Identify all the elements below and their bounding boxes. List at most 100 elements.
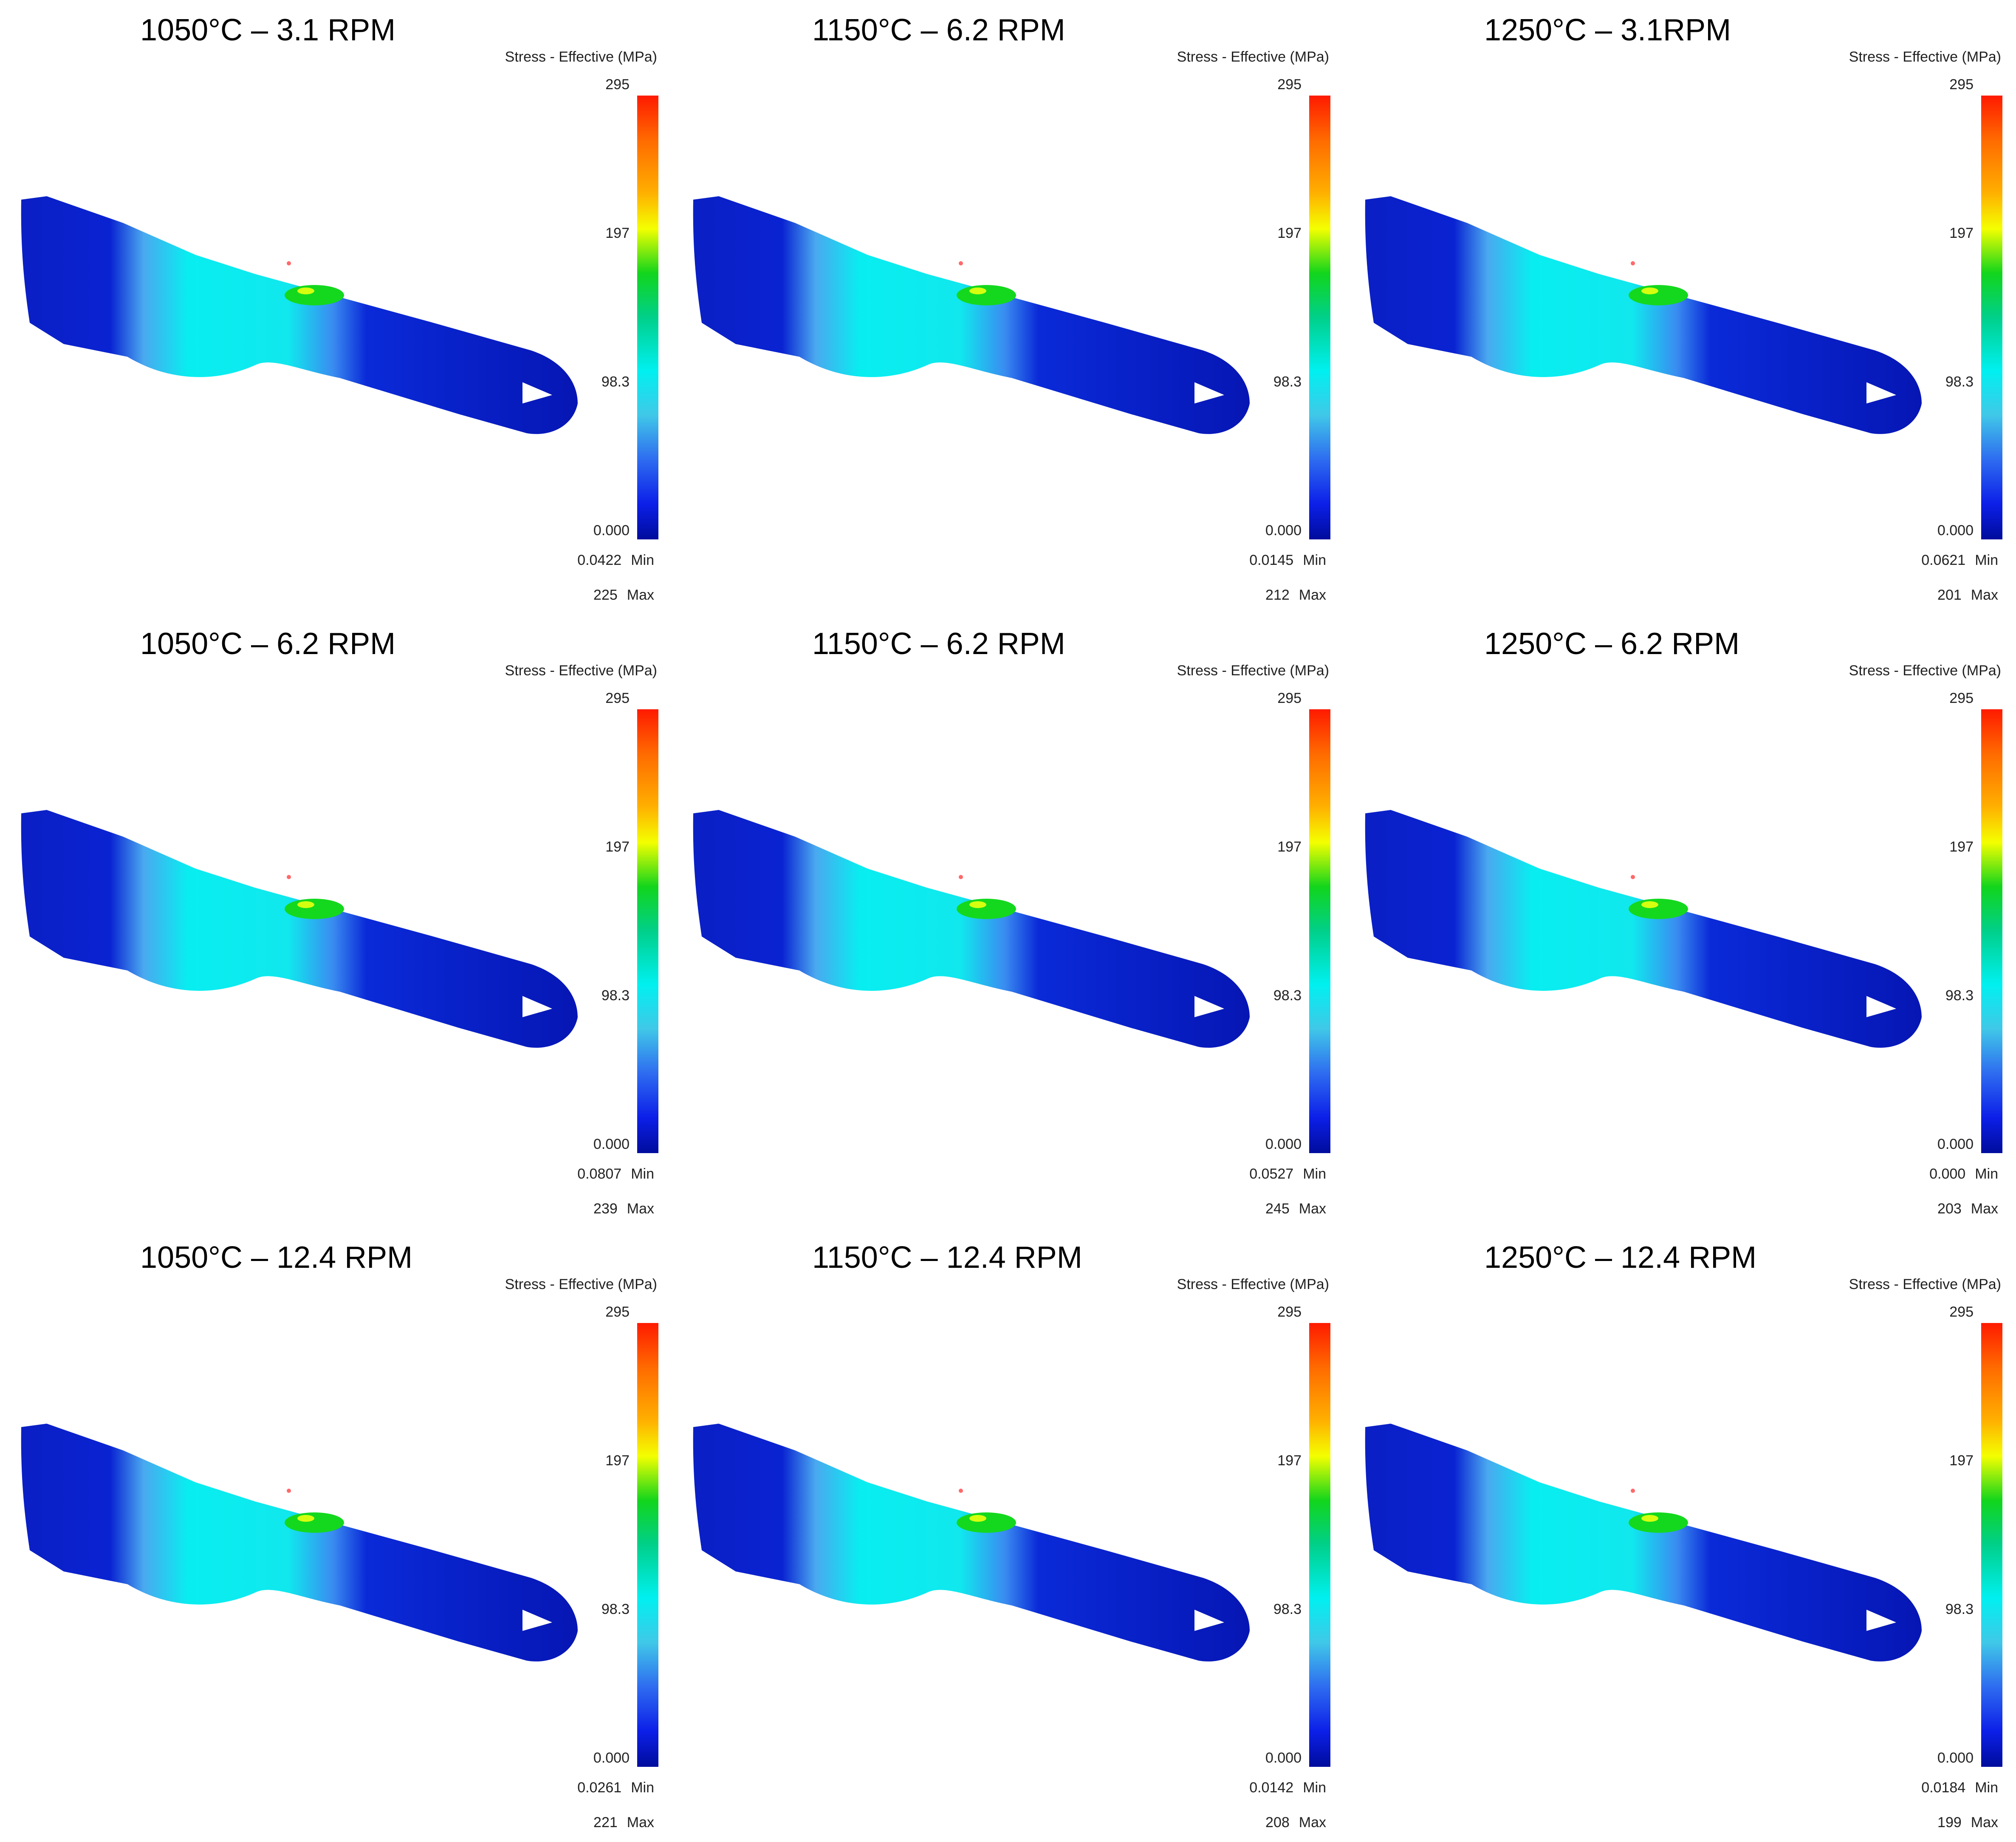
colorbar-tick-max: 295 xyxy=(605,76,630,93)
max-label: Max xyxy=(627,1201,654,1217)
model-marker xyxy=(959,875,963,879)
colorbar-tick-max: 295 xyxy=(605,1304,630,1320)
model-body xyxy=(693,810,1250,1048)
stress-contour-model xyxy=(1365,196,1922,434)
colorbar-tick-98: 98.3 xyxy=(601,374,630,390)
colorbar-tick-197: 197 xyxy=(1277,1453,1302,1469)
max-label: Max xyxy=(1299,587,1326,603)
max-readout: 239 Max xyxy=(593,1201,654,1217)
panel-title: 1050°C – 12.4 RPM xyxy=(140,1241,413,1275)
colorbar-tick-max: 295 xyxy=(1277,76,1302,93)
min-value: 0.0621 xyxy=(1921,552,1966,568)
min-label: Min xyxy=(1975,1166,1998,1182)
legend-title: Stress - Effective (MPa) xyxy=(1849,1276,2001,1292)
legend-title: Stress - Effective (MPa) xyxy=(1177,49,1329,65)
max-label: Max xyxy=(1971,1814,1998,1831)
model-notch xyxy=(1866,996,1896,1017)
min-readout: 0.0261 Min xyxy=(577,1780,654,1796)
model-hotspot-green xyxy=(1629,285,1688,305)
colorbar-tick-197: 197 xyxy=(1949,225,1974,241)
model-marker xyxy=(959,1489,963,1493)
model-hotspot-yellow xyxy=(969,901,986,908)
min-label: Min xyxy=(1303,1166,1326,1182)
colorbar-tick-min: 0.000 xyxy=(1937,522,1974,539)
max-readout: 221 Max xyxy=(593,1814,654,1831)
model-hotspot-yellow xyxy=(297,288,314,294)
model-body xyxy=(693,196,1250,434)
model-notch xyxy=(1194,1610,1224,1631)
min-label: Min xyxy=(1975,552,1998,568)
panel-title: 1050°C – 6.2 RPM xyxy=(140,627,396,661)
colorbar-tick-98: 98.3 xyxy=(1273,1601,1302,1617)
legend-title: Stress - Effective (MPa) xyxy=(505,49,657,65)
stress-contour-model xyxy=(1365,810,1922,1048)
max-value: 245 xyxy=(1265,1201,1290,1217)
min-label: Min xyxy=(1303,552,1326,568)
stress-colorbar xyxy=(1981,1323,2002,1767)
colorbar-tick-max: 295 xyxy=(1949,1304,1974,1320)
panel-title: 1050°C – 3.1 RPM xyxy=(140,13,396,47)
max-readout: 212 Max xyxy=(1265,587,1326,604)
colorbar-tick-197: 197 xyxy=(605,1453,630,1469)
model-body xyxy=(693,1424,1250,1661)
legend-title: Stress - Effective (MPa) xyxy=(1849,49,2001,65)
colorbar-tick-max: 295 xyxy=(1277,1304,1302,1320)
model-notch xyxy=(1866,1610,1896,1631)
max-readout: 245 Max xyxy=(1265,1201,1326,1217)
colorbar-tick-197: 197 xyxy=(1949,839,1974,855)
panel-title: 1250°C – 12.4 RPM xyxy=(1484,1241,1757,1275)
colorbar-tick-max: 295 xyxy=(1277,690,1302,706)
colorbar-tick-98: 98.3 xyxy=(601,1601,630,1617)
min-readout: 0.0807 Min xyxy=(577,1166,654,1182)
stress-contour-model xyxy=(21,1424,578,1661)
model-hotspot-yellow xyxy=(1641,901,1658,908)
min-value: 0.0807 xyxy=(577,1166,622,1182)
colorbar-tick-197: 197 xyxy=(1277,839,1302,855)
model-hotspot-yellow xyxy=(1641,288,1658,294)
legend-title: Stress - Effective (MPa) xyxy=(1177,1276,1329,1292)
max-value: 201 xyxy=(1937,587,1962,603)
stress-colorbar xyxy=(637,709,658,1153)
stress-panel-1: 1050°C – 3.1 RPM Stress - Effective (MPa… xyxy=(0,0,672,614)
min-readout: 0.0527 Min xyxy=(1249,1166,1326,1182)
min-readout: 0.000 Min xyxy=(1929,1166,1998,1182)
min-readout: 0.0142 Min xyxy=(1249,1780,1326,1796)
stress-panel-2: 1150°C – 6.2 RPM Stress - Effective (MPa… xyxy=(672,0,1344,614)
max-readout: 208 Max xyxy=(1265,1814,1326,1831)
legend-title: Stress - Effective (MPa) xyxy=(1177,663,1329,679)
model-marker xyxy=(1631,261,1635,265)
model-notch xyxy=(522,382,552,403)
legend-title: Stress - Effective (MPa) xyxy=(1849,663,2001,679)
min-label: Min xyxy=(631,552,654,568)
stress-panel-8: 1150°C – 12.4 RPM Stress - Effective (MP… xyxy=(672,1227,1344,1841)
colorbar-tick-max: 295 xyxy=(1949,76,1974,93)
stress-panel-9: 1250°C – 12.4 RPM Stress - Effective (MP… xyxy=(1344,1227,2016,1841)
model-hotspot-yellow xyxy=(297,1515,314,1522)
max-value: 208 xyxy=(1265,1814,1290,1831)
panel-title: 1250°C – 3.1RPM xyxy=(1484,13,1731,47)
model-body xyxy=(1365,1424,1922,1661)
colorbar-tick-197: 197 xyxy=(605,225,630,241)
max-value: 212 xyxy=(1265,587,1290,603)
colorbar-tick-min: 0.000 xyxy=(1265,522,1302,539)
model-body xyxy=(21,1424,578,1661)
stress-contour-model xyxy=(21,810,578,1048)
model-hotspot-green xyxy=(285,899,344,919)
model-marker xyxy=(1631,875,1635,879)
colorbar-tick-98: 98.3 xyxy=(1945,1601,1974,1617)
stress-contour-model xyxy=(693,810,1250,1048)
colorbar-tick-min: 0.000 xyxy=(593,522,630,539)
model-notch xyxy=(522,996,552,1017)
min-readout: 0.0422 Min xyxy=(577,552,654,569)
legend-title: Stress - Effective (MPa) xyxy=(505,1276,657,1292)
model-hotspot-green xyxy=(957,1512,1016,1533)
max-value: 199 xyxy=(1937,1814,1962,1831)
stress-colorbar xyxy=(1309,96,1330,539)
stress-panel-6: 1250°C – 6.2 RPM Stress - Effective (MPa… xyxy=(1344,614,2016,1227)
panel-title: 1150°C – 12.4 RPM xyxy=(812,1241,1082,1275)
legend-title: Stress - Effective (MPa) xyxy=(505,663,657,679)
stress-contour-model xyxy=(1365,1424,1922,1661)
colorbar-tick-min: 0.000 xyxy=(1937,1750,1974,1766)
colorbar-tick-98: 98.3 xyxy=(601,987,630,1004)
min-label: Min xyxy=(1975,1780,1998,1796)
